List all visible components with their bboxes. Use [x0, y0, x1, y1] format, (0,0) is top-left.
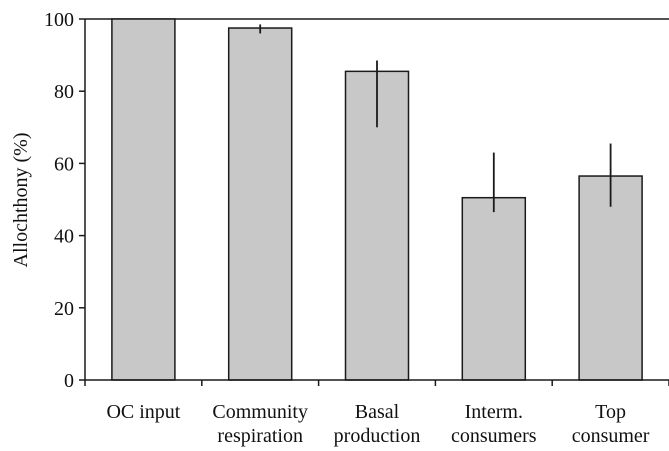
- y-axis-title: Allochthony (%): [10, 133, 32, 268]
- bar-3: [461, 196, 527, 381]
- x-category-label-3-line-1: consumers: [451, 425, 537, 447]
- x-category-label-0-line-0: OC input: [106, 401, 180, 423]
- y-tick-label-1: 20: [54, 298, 74, 320]
- x-category-label-4-line-1: consumer: [572, 425, 650, 447]
- x-category-label-1-line-0: Community: [212, 401, 308, 423]
- x-category-label-2-line-1: production: [334, 425, 421, 447]
- y-tick-label-4: 80: [54, 81, 74, 103]
- x-category-label-2-line-0: Basal: [355, 401, 400, 423]
- bar-0: [111, 18, 176, 381]
- x-category-label-1-line-1: respiration: [217, 425, 303, 447]
- y-tick-label-2: 40: [54, 226, 74, 248]
- x-category-label-3-line-0: Interm.: [465, 401, 523, 423]
- x-category-label-4-line-0: Top: [595, 401, 626, 423]
- y-tick-label-3: 60: [54, 153, 74, 175]
- y-tick-label-5: 100: [44, 9, 74, 31]
- bar-1: [227, 27, 293, 381]
- y-tick-label-0: 0: [64, 370, 74, 392]
